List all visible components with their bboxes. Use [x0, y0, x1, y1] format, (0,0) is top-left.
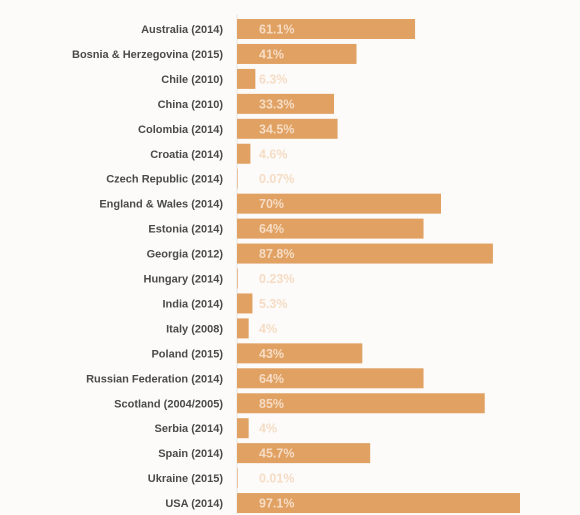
bar	[237, 168, 238, 189]
category-label: China (2010)	[158, 99, 224, 111]
category-label: Colombia (2014)	[138, 124, 223, 136]
value-label: 6.3%	[259, 72, 288, 86]
value-label: 34.5%	[259, 122, 294, 136]
value-label: 4.6%	[259, 147, 288, 161]
value-label: 64%	[259, 222, 284, 236]
category-label: India (2014)	[162, 298, 223, 310]
value-label: 85%	[259, 397, 284, 411]
category-label: Spain (2014)	[158, 448, 223, 460]
bar	[237, 93, 335, 114]
category-label: Scotland (2004/2005)	[114, 398, 223, 410]
bar	[237, 243, 493, 264]
category-label: Ukraine (2015)	[148, 473, 224, 485]
value-label: 0.01%	[259, 472, 294, 486]
bar	[237, 468, 238, 489]
bar	[237, 443, 371, 464]
category-label: Georgia (2012)	[147, 249, 224, 261]
category-label: Russian Federation (2014)	[86, 373, 223, 385]
bar	[237, 493, 520, 514]
value-label: 64%	[259, 372, 284, 386]
value-label: 70%	[259, 197, 284, 211]
value-label: 61.1%	[259, 23, 294, 37]
value-label: 41%	[259, 47, 284, 61]
category-label: Estonia (2014)	[148, 224, 223, 236]
category-label: Hungary (2014)	[144, 274, 224, 286]
bar	[237, 368, 424, 389]
category-label: Croatia (2014)	[150, 149, 223, 161]
bar	[237, 193, 442, 214]
bar	[237, 343, 363, 364]
bar	[237, 43, 357, 64]
value-label: 5.3%	[259, 297, 288, 311]
value-label: 33.3%	[259, 97, 294, 111]
bar	[237, 118, 338, 139]
category-label: Italy (2008)	[166, 323, 223, 335]
bar	[237, 68, 256, 89]
value-label: 0.23%	[259, 272, 294, 286]
value-label: 0.07%	[259, 172, 294, 186]
value-label: 43%	[259, 347, 284, 361]
category-label: England & Wales (2014)	[99, 199, 223, 211]
bar	[237, 19, 416, 39]
category-label: Poland (2015)	[151, 348, 223, 360]
bar	[237, 143, 251, 164]
bar	[237, 318, 249, 339]
value-label: 4%	[259, 422, 277, 436]
category-label: Bosnia & Herzegovina (2015)	[72, 49, 223, 61]
value-label: 87.8%	[259, 247, 294, 261]
category-label: Czech Republic (2014)	[106, 174, 223, 186]
category-label: USA (2014)	[165, 498, 223, 510]
bar	[237, 393, 485, 414]
bar	[237, 218, 424, 239]
category-label: Australia (2014)	[141, 24, 223, 36]
value-label: 4%	[259, 322, 277, 336]
category-label: Serbia (2014)	[155, 423, 224, 435]
bar	[237, 418, 249, 439]
value-label: 97.1%	[259, 497, 294, 511]
bar	[237, 268, 238, 289]
category-label: Chile (2010)	[161, 74, 223, 86]
value-label: 45.7%	[259, 447, 294, 461]
bar	[237, 293, 253, 314]
